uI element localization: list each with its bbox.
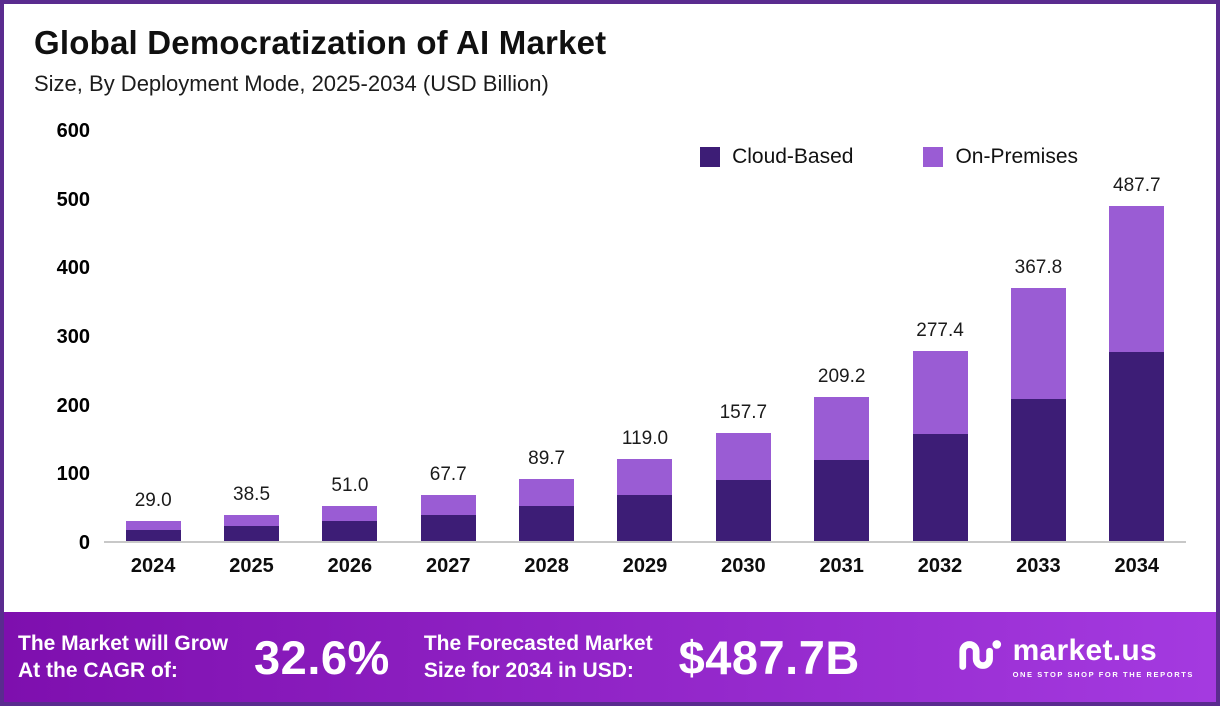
page-title: Global Democratization of AI Market [34,24,607,61]
bar-segment-on-premises [617,459,673,495]
x-axis-label: 2029 [622,555,668,577]
bar-total-label: 367.8 [1014,257,1063,279]
bar-total-label: 209.2 [817,366,866,388]
forecast-label-line1: The Forecasted Market [423,631,653,655]
bar-column: 38.5 [202,484,300,541]
forecast-label: The Forecasted Market Size for 2034 in U… [424,630,653,685]
bar-segment-cloud-based [814,460,870,541]
x-axis-label: 2033 [1016,555,1061,577]
forecast-label-line2: Size for 2034 in USD: [423,659,634,682]
bar-segment-on-premises [912,350,968,434]
footer-banner: The Market will Grow At the CAGR of: 32.… [4,612,1216,702]
bar-total-label: 119.0 [621,428,669,450]
y-tick-label: 300 [56,326,90,348]
bar-column: 89.7 [497,448,595,541]
legend-item-on-premises: On-Premises [923,145,1078,169]
cagr-label-line2: At the CAGR of: [18,659,178,682]
bar-segment-cloud-based [715,480,771,541]
bar-total-label: 67.7 [429,463,467,485]
bar-total-label: 89.7 [528,448,566,470]
bar-segment-cloud-based [519,506,575,541]
bar-segment-cloud-based [617,495,673,541]
y-tick-label: 200 [56,394,90,417]
bars-area: 29.0 38.5 51.0 67.7 89.7 119.0 157.7 209.2 277.4… [104,131,1186,541]
bar-total-label: 487.7 [1113,175,1161,197]
bar-column: 51.0 [301,475,399,541]
x-axis: 2024 2025 2026 2027 2028 2029 2030 2031 2032 2033… [104,555,1186,578]
bar-segment-cloud-based [224,526,280,541]
bar-total-label: 29.0 [134,490,172,512]
brand-name: market.us [1012,633,1158,667]
bar-column: 67.7 [399,464,497,541]
bar-column: 209.2 [793,366,891,541]
bar-column: 119.0 [596,428,694,541]
bar-column: 277.4 [891,320,989,541]
bar-segment-on-premises [322,505,378,522]
brand-text: market.us ONE STOP SHOP FOR THE REPORTS [1012,633,1194,679]
y-tick-label: 100 [56,463,90,486]
plot-area: Cloud-Based On-Premises 29.0 38.5 51.0 67.7… [104,131,1186,543]
y-axis: 0 100 200 300 400 500 600 [34,120,94,554]
x-axis-label: 2026 [327,555,373,577]
x-axis-label: 2024 [130,555,176,577]
bar-total-label: 38.5 [233,483,271,505]
chart-header: Global Democratization of AI Market Size… [4,4,1216,97]
legend-label: Cloud-Based [732,145,854,168]
bar-segment-cloud-based [1109,352,1165,541]
bar-segment-on-premises [1109,206,1165,353]
y-tick-label: 400 [56,257,90,280]
bar-segment-on-premises [224,514,280,527]
legend-label: On-Premises [955,145,1078,168]
bar-segment-on-premises [1010,288,1066,399]
chart-area: 0 100 200 300 400 500 600 Cloud-Based On-Premi… [34,120,1186,578]
bar-segment-cloud-based [125,529,181,541]
legend: Cloud-Based On-Premises [700,145,1078,169]
cagr-label: The Market will Grow At the CAGR of: [18,630,228,685]
y-tick-label: 0 [78,532,90,554]
bar-segment-on-premises [125,521,181,530]
bar-segment-cloud-based [420,514,476,541]
bar-total-label: 51.0 [331,474,369,496]
x-axis-label: 2031 [819,555,864,577]
bar-segment-on-premises [715,432,771,481]
bar-segment-on-premises [519,479,575,507]
legend-swatch-cloud-based [700,147,721,167]
bar-segment-cloud-based [912,433,968,541]
brand-block: market.us ONE STOP SHOP FOR THE REPORTS [957,632,1194,683]
x-axis-label: 2025 [229,555,274,577]
bar-segment-cloud-based [322,521,378,541]
legend-item-cloud-based: Cloud-Based [700,145,853,169]
x-axis-label: 2028 [524,555,569,577]
bar-column: 487.7 [1088,175,1186,541]
bar-segment-on-premises [814,397,870,461]
brand-tagline: ONE STOP SHOP FOR THE REPORTS [1012,669,1194,679]
bar-column: 29.0 [104,490,202,541]
bar-column: 367.8 [989,257,1087,541]
x-axis-label: 2030 [721,555,766,577]
bar-segment-cloud-based [1010,398,1066,541]
bar-segment-on-premises [420,494,476,515]
x-axis-label: 2027 [426,555,471,577]
page-subtitle: Size, By Deployment Mode, 2025-2034 (USD… [34,71,549,96]
forecast-value: $487.7B [678,630,860,684]
x-axis-label: 2032 [917,555,963,577]
legend-swatch-on-premises [923,147,944,167]
y-tick-label: 500 [56,188,90,211]
cagr-value: 32.6% [254,630,390,684]
cagr-label-line1: The Market will Grow [18,631,229,655]
y-tick-label: 600 [56,120,90,142]
bar-total-label: 157.7 [719,401,768,423]
x-axis-label: 2034 [1114,555,1160,577]
bar-column: 157.7 [694,402,792,541]
bar-total-label: 277.4 [916,319,964,341]
market-us-logo-icon [957,632,1003,683]
